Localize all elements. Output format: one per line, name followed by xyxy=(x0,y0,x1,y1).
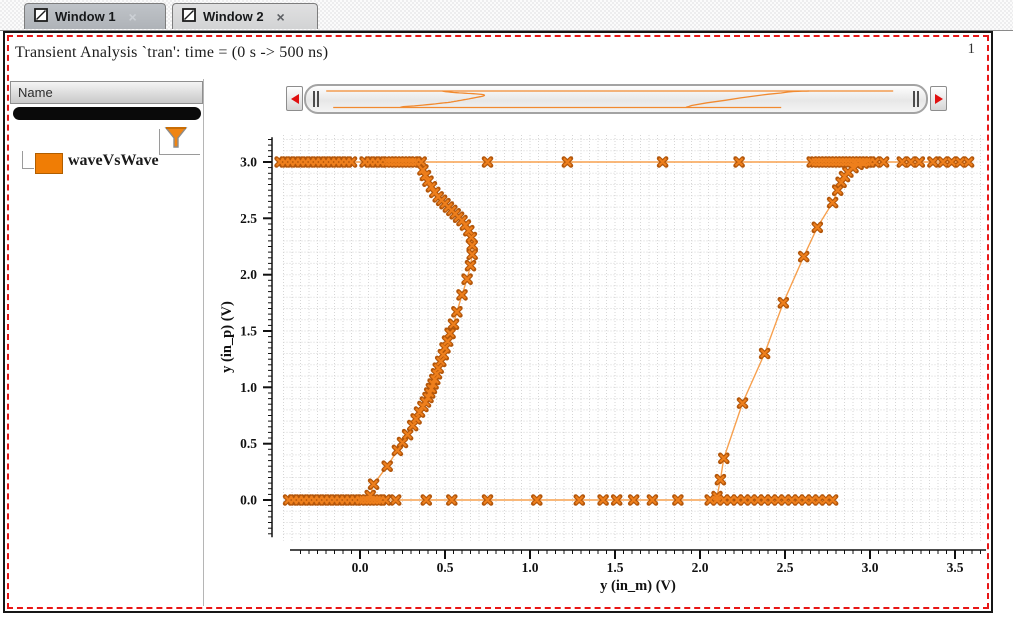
trace-color-swatch[interactable] xyxy=(35,153,63,174)
tab-close-icon[interactable]: × xyxy=(128,8,137,25)
slider-grip-right[interactable] xyxy=(913,91,915,107)
tree-corner-line xyxy=(159,129,200,155)
svg-text:2.5: 2.5 xyxy=(777,560,794,575)
left-arrow-icon xyxy=(290,93,299,104)
tab-window-2[interactable]: Window 2 × xyxy=(172,3,318,29)
right-arrow-icon xyxy=(934,93,943,104)
tab-label: Window 2 xyxy=(203,9,264,24)
tab-close-icon[interactable]: × xyxy=(276,8,285,25)
page-indicator: 1 xyxy=(967,41,976,57)
tab-bar: Window 1 × Window 2 × xyxy=(0,0,1013,31)
svg-text:1.5: 1.5 xyxy=(607,560,624,575)
panel-divider[interactable] xyxy=(203,79,204,606)
xy-plot-canvas[interactable]: 0.0 0.5 1.0 1.5 2.0 2.5 3.0 0.0 0.5 1.0 1.5 2.0 2.5 3… xyxy=(5,33,987,607)
svg-text:2.0: 2.0 xyxy=(240,267,257,282)
scroll-left-button[interactable] xyxy=(286,86,303,111)
svg-text:0.0: 0.0 xyxy=(352,560,369,575)
filter-button[interactable] xyxy=(163,125,189,151)
svg-text:y (in_m) (V): y (in_m) (V) xyxy=(600,578,676,594)
svg-text:1.5: 1.5 xyxy=(240,324,257,339)
trace-name-label[interactable]: waveVsWave xyxy=(68,152,159,169)
svg-text:y (in_p) (V): y (in_p) (V) xyxy=(219,301,235,373)
waveform-minimap xyxy=(326,90,894,109)
svg-text:2.0: 2.0 xyxy=(692,560,709,575)
svg-text:0.0: 0.0 xyxy=(240,493,257,508)
tree-branch-line xyxy=(22,151,34,169)
plot-title: Transient Analysis `tran': time = (0 s -… xyxy=(15,44,329,61)
filter-funnel-icon xyxy=(164,127,188,148)
svg-text:3.0: 3.0 xyxy=(862,560,879,575)
slider-grip-right[interactable] xyxy=(917,91,919,107)
scroll-right-button[interactable] xyxy=(930,86,947,111)
svg-text:1.0: 1.0 xyxy=(522,560,539,575)
signal-list-header: Name xyxy=(10,81,203,104)
window-icon xyxy=(34,8,48,25)
window-icon xyxy=(182,8,196,25)
tab-window-1[interactable]: Window 1 × xyxy=(24,3,166,29)
svg-text:3.5: 3.5 xyxy=(947,560,964,575)
svg-text:2.5: 2.5 xyxy=(240,211,257,226)
svg-text:0.5: 0.5 xyxy=(240,436,257,451)
svg-text:3.0: 3.0 xyxy=(240,155,257,170)
slider-grip-left[interactable] xyxy=(317,91,319,107)
zoom-range-slider[interactable] xyxy=(304,84,928,114)
trace-style-bar[interactable] xyxy=(13,107,201,120)
svg-text:0.5: 0.5 xyxy=(437,560,454,575)
svg-text:1.0: 1.0 xyxy=(240,380,257,395)
graph-subwindow: Transient Analysis `tran': time = (0 s -… xyxy=(3,31,993,613)
slider-grip-left[interactable] xyxy=(313,91,315,107)
tab-label: Window 1 xyxy=(55,9,116,24)
